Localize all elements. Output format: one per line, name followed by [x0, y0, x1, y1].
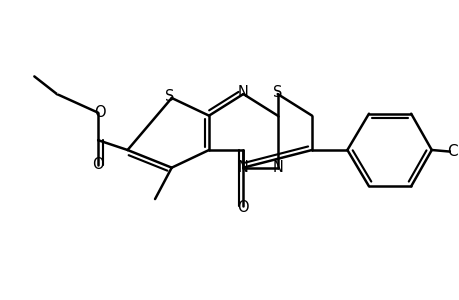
- Text: N: N: [272, 160, 283, 175]
- Text: S: S: [273, 85, 282, 100]
- Text: O: O: [237, 200, 249, 215]
- Text: O: O: [92, 157, 104, 172]
- Text: O: O: [94, 105, 106, 120]
- Text: methyl: methyl: [168, 180, 172, 181]
- Text: N: N: [237, 85, 248, 100]
- Text: Cl: Cl: [446, 145, 459, 160]
- Text: S: S: [165, 88, 174, 104]
- Text: methyl: methyl: [57, 93, 62, 94]
- Text: N: N: [237, 160, 248, 175]
